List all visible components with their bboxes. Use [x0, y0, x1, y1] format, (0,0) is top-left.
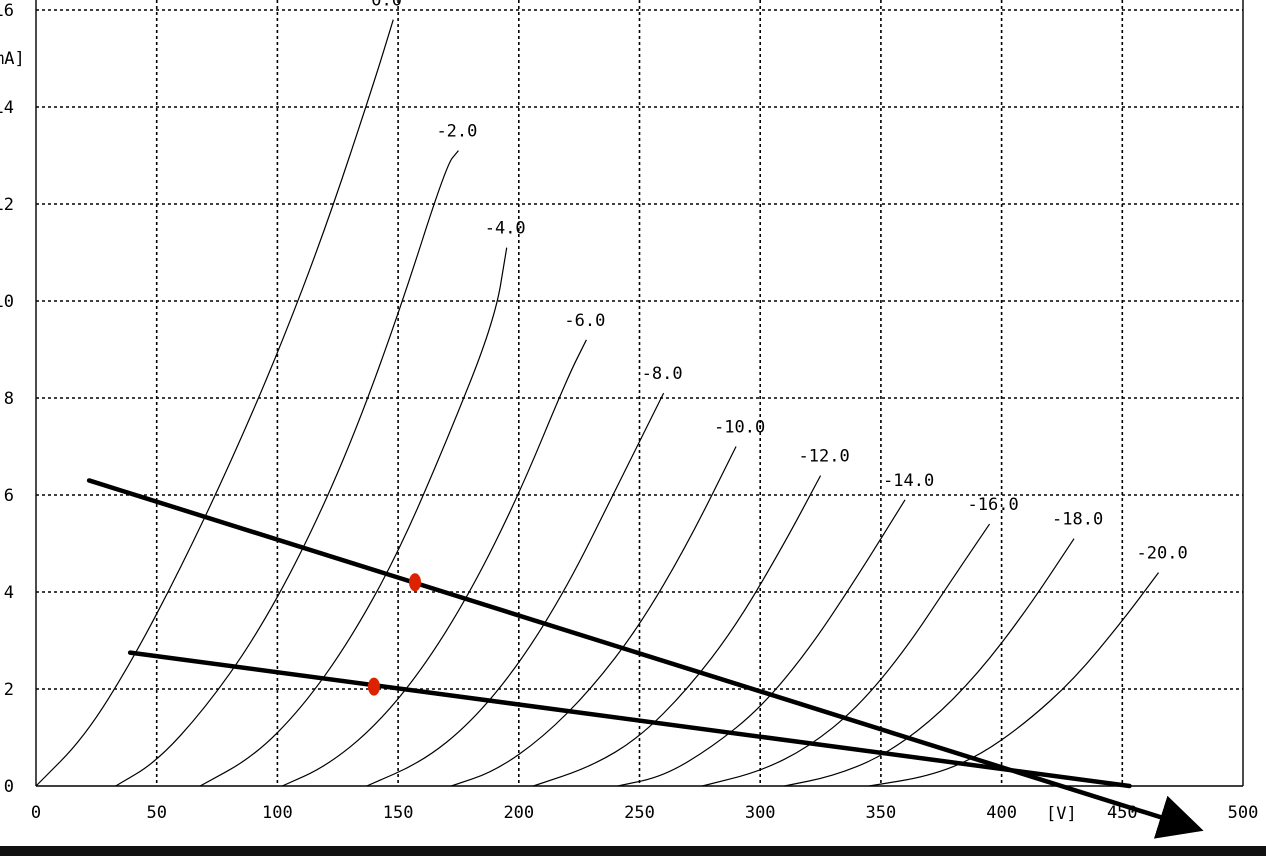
grid — [36, 0, 1243, 786]
curve-label: -16.0 — [968, 495, 1019, 515]
x-tick-label: 100 — [262, 803, 293, 823]
x-tick-label: 250 — [624, 803, 655, 823]
plate-curve — [35, 19, 394, 787]
x-tick-label: 400 — [986, 803, 1017, 823]
curve-label: -4.0 — [485, 219, 526, 239]
y-tick-label: 16 — [0, 1, 14, 21]
x-tick-label: 0 — [31, 803, 41, 823]
y-tick-label: 0 — [4, 777, 14, 797]
x-tick-label: 150 — [383, 803, 414, 823]
x-tick-label: 350 — [866, 803, 897, 823]
curve-label: -14.0 — [883, 471, 934, 491]
x-tick-label: 50 — [146, 803, 166, 823]
plot-frame — [35, 0, 1244, 787]
plate-curve — [451, 446, 737, 787]
curve-label: -18.0 — [1052, 510, 1103, 530]
y-axis-unit-label: mA] — [0, 49, 25, 69]
curve-label: 0.0 — [371, 0, 402, 11]
curve-label: -8.0 — [642, 364, 683, 384]
plate-curve — [868, 572, 1159, 787]
plate-curve — [702, 523, 991, 787]
load-line — [127, 650, 1132, 789]
y-tick-label: 8 — [4, 389, 14, 409]
y-tick-label: 12 — [0, 195, 14, 215]
load-line — [86, 478, 1204, 839]
load-lines — [86, 478, 1204, 839]
plate-curve — [366, 392, 665, 787]
curve-label: -12.0 — [799, 447, 850, 467]
plate-curve — [281, 339, 587, 787]
x-tick-label: 500 — [1228, 803, 1259, 823]
plate-curve — [115, 150, 459, 787]
plate-curve — [533, 475, 822, 787]
curve-label: -2.0 — [436, 122, 477, 142]
plate-curves — [35, 19, 1159, 787]
curve-labels: 0.0 -2.0 -4.0 -6.0 -8.0 -10.0 -12.0 -14.0 -16.0 -… — [371, 0, 1187, 564]
y-tick-label: 14 — [0, 98, 14, 118]
plate-curve — [617, 499, 906, 787]
operating-point-marker — [408, 573, 421, 592]
y-tick-label: 4 — [4, 583, 14, 603]
curve-label: -6.0 — [564, 311, 605, 331]
y-tick-label: 10 — [0, 292, 14, 312]
y-tick-label: 2 — [4, 680, 14, 700]
operating-point-marker — [367, 677, 380, 696]
plate-curve — [199, 247, 508, 787]
operating-points — [367, 573, 421, 696]
axis-tick-labels: 0501001502002503003504004505000246810121… — [0, 1, 1258, 823]
x-tick-label: 300 — [745, 803, 776, 823]
y-tick-label: 6 — [4, 486, 14, 506]
x-tick-label: 200 — [503, 803, 534, 823]
curve-label: -10.0 — [714, 418, 765, 438]
bottom-bar — [0, 846, 1266, 856]
plate-curve — [784, 538, 1075, 787]
x-axis-unit-label: [V] — [1046, 804, 1077, 824]
curve-label: -20.0 — [1137, 544, 1188, 564]
